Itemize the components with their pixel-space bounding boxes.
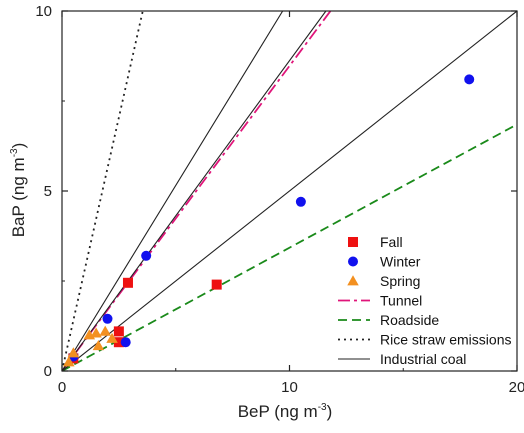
- legend-label-fall: Fall: [380, 234, 403, 250]
- fall-point: [113, 337, 124, 348]
- legend-item-tunnel: Tunnel: [338, 293, 422, 309]
- x-tick-label: 10: [281, 379, 298, 396]
- legend-item-roadside: Roadside: [338, 312, 439, 328]
- legend-label-industrial-coal: Industrial coal: [380, 351, 466, 367]
- rice-straw-emissions-line: [62, 11, 144, 371]
- legend-marker-fall: [348, 237, 358, 247]
- legend-item-industrial-coal: Industrial coal: [338, 351, 466, 367]
- winter-point: [295, 196, 306, 207]
- legend-marker-spring: [347, 275, 359, 286]
- legend-item-fall: Fall: [348, 234, 403, 250]
- spring-point: [92, 340, 105, 351]
- roadside-line: [62, 123, 517, 371]
- y-tick-label: 10: [35, 3, 52, 20]
- x-tick-label: 0: [58, 379, 66, 396]
- legend-label-spring: Spring: [380, 273, 420, 289]
- spring-point: [99, 325, 111, 336]
- fall-point: [122, 277, 133, 288]
- spring-point: [67, 347, 80, 358]
- industrial-coal-line-2: [62, 11, 327, 371]
- x-axis-label: BeP (ng m-3): [238, 402, 333, 421]
- spring-point: [90, 327, 102, 338]
- winter-point: [141, 250, 152, 261]
- y-axis-label: BaP (ng m-3): [9, 143, 28, 238]
- legend-label-rice-straw-emissions: Rice straw emissions: [380, 332, 511, 348]
- reference-lines: [62, 11, 517, 371]
- x-tick-label: 20: [509, 379, 524, 396]
- fall-point: [113, 326, 124, 337]
- legend-label-tunnel: Tunnel: [380, 293, 422, 309]
- tunnel-line: [62, 11, 332, 371]
- winter-point: [464, 74, 475, 85]
- legend-item-winter: Winter: [348, 254, 421, 270]
- legend-item-rice-straw-emissions: Rice straw emissions: [338, 332, 511, 348]
- axis-ticks: 0 10 20 0 5 10: [35, 3, 524, 396]
- y-tick-label: 0: [44, 363, 52, 380]
- legend-item-spring: Spring: [347, 273, 420, 289]
- fall-point: [211, 279, 222, 290]
- y-tick-label: 5: [44, 183, 52, 200]
- industrial-coal-line-3: [62, 11, 284, 371]
- legend: Fall Winter Spring Tunnel Roadside Rice straw…: [338, 234, 511, 367]
- winter-point: [102, 313, 113, 324]
- legend-label-roadside: Roadside: [380, 312, 439, 328]
- legend-marker-winter: [348, 256, 358, 267]
- spring-point: [106, 332, 118, 343]
- industrial-coal-line-1: [62, 11, 517, 371]
- spring-point: [63, 356, 75, 367]
- winter-point: [120, 337, 131, 348]
- data-points: [63, 74, 475, 367]
- legend-label-winter: Winter: [380, 254, 421, 270]
